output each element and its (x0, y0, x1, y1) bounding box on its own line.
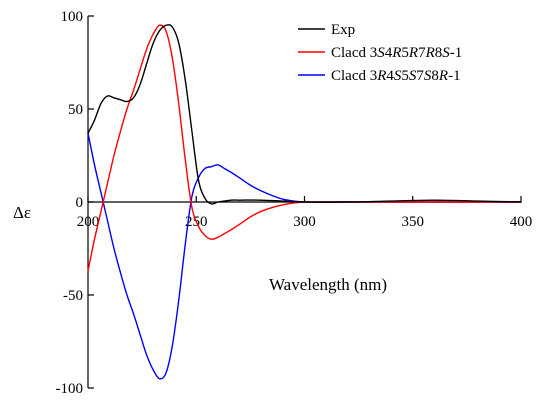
legend-label: Clacd 3R4S5S7S8R-1 (331, 68, 461, 84)
x-tick-label: 350 (402, 214, 425, 230)
y-tick-label: 50 (68, 102, 83, 118)
series-line-clacd-3s (87, 24, 522, 272)
legend-label: Exp (331, 22, 355, 38)
series-line-exp (87, 24, 522, 205)
y-tick-label: -100 (56, 381, 84, 397)
legend-label: Clacd 3S4R5R7R8S-1 (331, 45, 462, 61)
y-tick-label: 0 (76, 195, 84, 211)
series-line-clacd-3r (87, 132, 522, 380)
x-tick-label: 300 (293, 214, 316, 230)
x-tick-label: 200 (77, 214, 100, 230)
y-tick-label: 100 (61, 9, 84, 25)
y-axis-title: Δε (13, 203, 31, 222)
legend: Exp Clacd 3S4R5R7R8S-1 Clacd 3R4S5S7S8R-1 (298, 22, 462, 84)
x-tick-label: 400 (510, 214, 533, 230)
y-tick-label: -50 (63, 288, 83, 304)
series-layer (87, 24, 522, 380)
x-axis-title: Wavelength (nm) (269, 275, 387, 294)
